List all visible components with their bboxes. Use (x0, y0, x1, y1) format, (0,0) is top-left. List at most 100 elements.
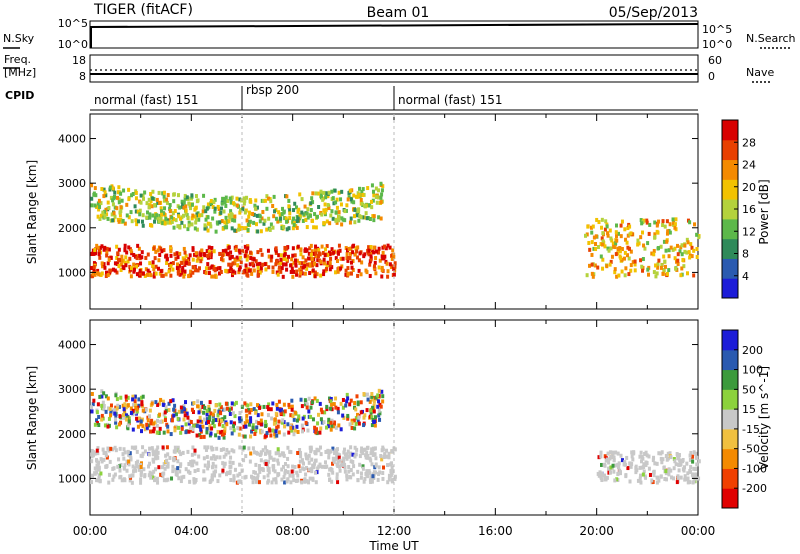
data-cell (133, 204, 137, 209)
data-cell (165, 261, 169, 266)
data-cell (171, 261, 175, 266)
data-cell (207, 419, 211, 424)
data-cell (255, 213, 259, 218)
data-cell (369, 410, 373, 415)
data-cell (178, 272, 182, 277)
data-cell (146, 252, 150, 257)
data-cell (209, 431, 213, 436)
data-cell (107, 480, 111, 485)
data-cell (631, 260, 635, 265)
velocity-data (90, 388, 701, 485)
data-cell (328, 396, 332, 401)
data-cell (309, 201, 313, 206)
data-cell (361, 193, 365, 198)
data-cell (213, 456, 217, 461)
data-cell (243, 253, 247, 258)
data-cell (595, 217, 599, 222)
data-cell (179, 405, 183, 410)
data-cell (646, 267, 650, 272)
data-cell (374, 186, 378, 191)
data-cell (381, 184, 385, 189)
data-cell (386, 274, 390, 279)
data-cell (191, 257, 195, 262)
data-cell (328, 267, 332, 272)
data-cell (232, 421, 236, 426)
data-cell (332, 201, 336, 206)
data-cell (114, 413, 118, 418)
data-cell (147, 464, 151, 469)
data-cell (373, 260, 377, 265)
data-cell (330, 209, 334, 214)
data-cell (141, 394, 145, 399)
data-cell (216, 479, 220, 484)
data-cell (299, 271, 303, 276)
data-cell (338, 468, 342, 473)
data-cell (133, 466, 137, 471)
data-cell (145, 201, 149, 206)
data-cell (207, 271, 211, 276)
data-cell (253, 476, 257, 481)
data-cell (187, 201, 191, 206)
data-cell (321, 464, 325, 469)
data-cell (125, 202, 129, 207)
data-cell (360, 189, 364, 194)
data-cell (212, 418, 216, 423)
data-cell (387, 473, 391, 478)
data-cell (277, 399, 281, 404)
data-cell (642, 469, 646, 474)
data-cell (198, 424, 202, 429)
data-cell (367, 248, 371, 253)
data-cell (379, 404, 383, 409)
data-cell (274, 250, 278, 255)
data-cell (276, 219, 280, 224)
data-cell (140, 429, 144, 434)
data-cell (675, 452, 679, 457)
data-cell (337, 455, 341, 460)
data-cell (244, 263, 248, 268)
data-cell (96, 201, 100, 206)
data-cell (181, 265, 185, 270)
data-cell (271, 204, 275, 209)
data-cell (274, 480, 278, 485)
data-cell (271, 265, 275, 270)
data-cell (197, 217, 201, 222)
data-cell (299, 454, 303, 459)
data-cell (321, 197, 325, 202)
data-cell (628, 479, 632, 484)
data-cell (127, 215, 131, 220)
data-cell (201, 424, 205, 429)
data-cell (156, 200, 160, 205)
data-cell (223, 415, 227, 420)
data-cell (618, 470, 622, 475)
data-cell (653, 220, 657, 225)
data-cell (283, 409, 287, 414)
data-cell (118, 414, 122, 419)
data-cell (305, 266, 309, 271)
data-cell (345, 248, 349, 253)
colorbar-tick-label: 4 (742, 270, 749, 283)
data-cell (123, 260, 127, 265)
data-cell (95, 463, 99, 468)
data-cell (152, 266, 156, 271)
data-cell (365, 392, 369, 397)
data-cell (638, 476, 642, 481)
data-cell (361, 215, 365, 220)
data-cell (623, 250, 627, 255)
data-cell (198, 415, 202, 420)
data-cell (347, 246, 351, 251)
data-cell (144, 255, 148, 260)
data-cell (680, 243, 684, 248)
data-cell (206, 253, 210, 258)
data-cell (187, 421, 191, 426)
data-cell (370, 423, 374, 428)
data-cell (327, 472, 331, 477)
data-cell (103, 209, 107, 214)
data-cell (377, 265, 381, 270)
data-cell (215, 446, 219, 451)
data-cell (277, 210, 281, 215)
data-cell (112, 196, 116, 201)
data-cell (342, 415, 346, 420)
data-cell (90, 459, 94, 464)
data-cell (594, 247, 598, 252)
